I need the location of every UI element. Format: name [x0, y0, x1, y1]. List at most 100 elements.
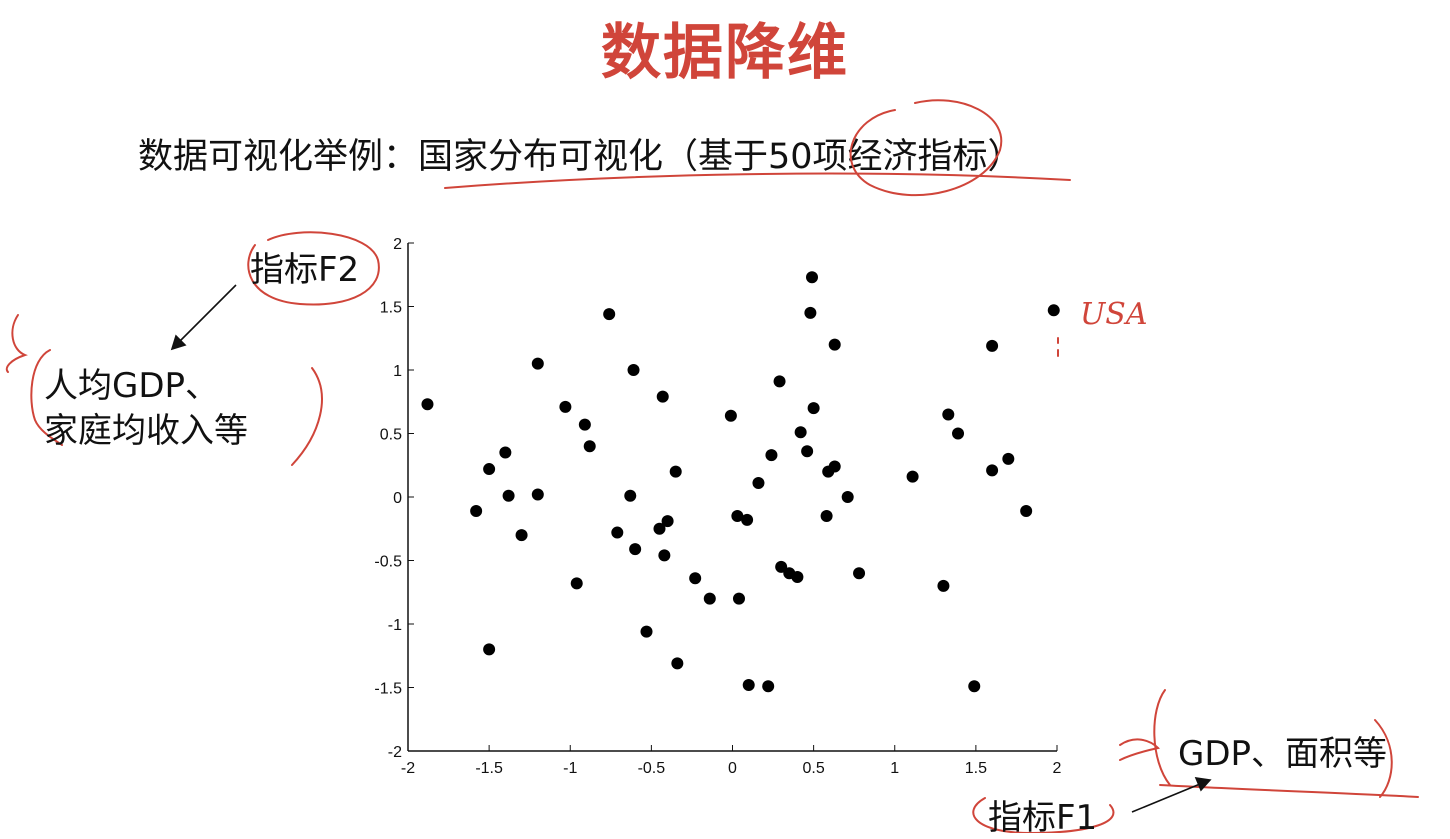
- f1-arrowhead: [1194, 777, 1212, 792]
- f2-arrow: [177, 284, 237, 344]
- scatter-point: [603, 308, 616, 321]
- scatter-point: [765, 449, 778, 462]
- scatter-point: [653, 522, 666, 535]
- scatter-point: [570, 577, 583, 590]
- scatter-point: [583, 440, 596, 453]
- f1-arrow: [1131, 783, 1201, 813]
- scatter-point: [559, 400, 572, 413]
- scatter-point: [658, 549, 671, 562]
- f1-axis-label: 指标F1: [988, 798, 1098, 838]
- scatter-point: [661, 515, 674, 528]
- f2-axis-label: 指标F2: [250, 250, 360, 290]
- scatter-point: [627, 364, 640, 376]
- scatter-point: [828, 460, 841, 473]
- scatter-point: [820, 510, 833, 523]
- scatter-point: [986, 464, 999, 477]
- scatter-point: [807, 402, 820, 415]
- scatter-point: [703, 592, 716, 605]
- y-tick-label: 1: [393, 363, 402, 380]
- scatter-point: [531, 357, 544, 370]
- scatter-point: [470, 504, 483, 517]
- scatter-point: [624, 489, 637, 502]
- scatter-point: [611, 526, 624, 539]
- scatter-point: [942, 408, 955, 421]
- f2-arrowhead: [170, 334, 187, 351]
- f2-brace-hook-stroke: [5, 314, 28, 373]
- scatter-point: [773, 375, 786, 388]
- y-tick-label: -1.5: [374, 681, 402, 698]
- scatter-point: [578, 418, 591, 431]
- scatter-point: [731, 510, 744, 523]
- scatter-point: [421, 398, 434, 411]
- scatter-point: [1002, 452, 1015, 465]
- f1-brace-right-stroke: [1374, 719, 1393, 798]
- scatter-point: [741, 513, 754, 526]
- scatter-point: [906, 470, 919, 483]
- subtitle-underline-stroke: [444, 172, 1071, 189]
- scatter-point: [775, 560, 788, 573]
- scatter-point: [1047, 304, 1060, 317]
- scatter-point: [689, 572, 702, 585]
- y-tick-label: 0.5: [380, 427, 402, 444]
- scatter-point: [1020, 504, 1033, 517]
- x-tick-label: 2: [1053, 760, 1062, 777]
- scatter-point: [752, 477, 765, 490]
- scatter-point: [671, 657, 684, 670]
- y-tick-label: -0.5: [374, 554, 402, 571]
- f2-description-line2: 家庭均收入等: [44, 411, 248, 451]
- scatter-point: [968, 680, 981, 693]
- y-tick-label: 0: [393, 490, 402, 507]
- f1-description: GDP、面积等: [1178, 734, 1388, 774]
- slide-title: 数据降维: [601, 18, 849, 88]
- scatter-point: [724, 409, 737, 422]
- scatter-point: [853, 567, 866, 580]
- scatter-point: [804, 306, 817, 319]
- x-tick-label: -1: [563, 760, 577, 777]
- f1-underline-stroke: [1159, 784, 1419, 798]
- scatter-point: [952, 427, 965, 440]
- x-tick-label: -2: [401, 760, 415, 777]
- x-tick-label: -0.5: [638, 760, 666, 777]
- f2-description-line1: 人均GDP、: [44, 366, 220, 406]
- scatter-point: [502, 489, 515, 502]
- scatter-point: [732, 592, 745, 605]
- scatter-point: [762, 680, 775, 693]
- x-tick-label: 0.5: [803, 760, 825, 777]
- scatter-point: [499, 446, 512, 459]
- y-tick-label: 1.5: [380, 300, 402, 317]
- scatter-point: [515, 529, 528, 542]
- scatter-point: [483, 643, 496, 656]
- f2-circle-stroke: [247, 231, 380, 306]
- scatter-point: [841, 491, 854, 503]
- scatter-point: [794, 426, 807, 439]
- scatter-point: [937, 579, 950, 592]
- f1-circle-stroke: [972, 797, 1115, 833]
- scatter-point: [531, 488, 544, 501]
- usa-annotation: USA: [1080, 297, 1148, 332]
- slide-subtitle: 数据可视化举例：国家分布可视化（基于50项经济指标）: [138, 137, 1023, 177]
- x-tick-label: -1.5: [475, 760, 503, 777]
- scatter-point: [629, 543, 642, 556]
- scatter-point: [791, 571, 804, 584]
- scatter-point: [640, 625, 653, 638]
- scatter-point: [828, 338, 841, 351]
- f1-brace-left-stroke: [1153, 689, 1171, 786]
- f2-brace-right-stroke: [291, 367, 323, 466]
- scatter-point: [483, 463, 496, 476]
- x-tick-label: 1: [890, 760, 899, 777]
- scatter-point: [806, 271, 819, 284]
- scatter-point: [986, 339, 999, 352]
- scatter-point: [656, 390, 669, 403]
- y-tick-label: -1: [388, 617, 402, 634]
- scatter-point: [801, 445, 814, 458]
- x-tick-label: 1.5: [965, 760, 987, 777]
- f1-brace-hook-stroke: [1119, 738, 1160, 761]
- f2-brace-left-stroke: [30, 349, 63, 446]
- y-tick-label: -2: [388, 744, 402, 761]
- scatter-point: [742, 678, 755, 691]
- y-tick-label: 2: [393, 236, 402, 253]
- fifty-circle-stroke: [849, 99, 1003, 197]
- scatter-point: [669, 465, 682, 478]
- x-tick-label: 0: [728, 760, 737, 777]
